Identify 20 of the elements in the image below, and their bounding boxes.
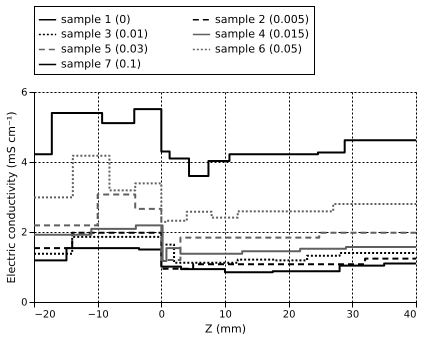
x-tick-label: −20	[34, 310, 56, 320]
x-tick-label: 20	[282, 310, 296, 320]
x-tick-label: 0	[158, 310, 166, 320]
legend-label: sample 3 (0.01)	[61, 28, 148, 40]
x-tick-label: 40	[404, 310, 416, 320]
y-axis-title: Electric conductivity (mS cm⁻¹)	[5, 111, 18, 284]
legend-label: sample 6 (0.05)	[215, 42, 302, 56]
legend-label: sample 5 (0.03)	[61, 42, 148, 56]
x-tick-label: 30	[346, 310, 360, 320]
x-tick-label: −10	[88, 310, 109, 320]
legend-label: sample 7 (0.1)	[61, 58, 142, 70]
y-tick-label: 6	[21, 88, 28, 98]
y-tick-label: 0	[21, 298, 28, 308]
x-axis-title: Z (mm)	[204, 322, 246, 336]
y-tick-label: 2	[21, 228, 28, 238]
y-tick-label: 4	[21, 158, 28, 168]
x-tick-label: 10	[219, 310, 232, 320]
legend-label: sample 4 (0.015)	[215, 28, 310, 40]
legend-label: sample 2 (0.005)	[215, 12, 310, 26]
legend-label: sample 1 (0)	[61, 12, 131, 26]
